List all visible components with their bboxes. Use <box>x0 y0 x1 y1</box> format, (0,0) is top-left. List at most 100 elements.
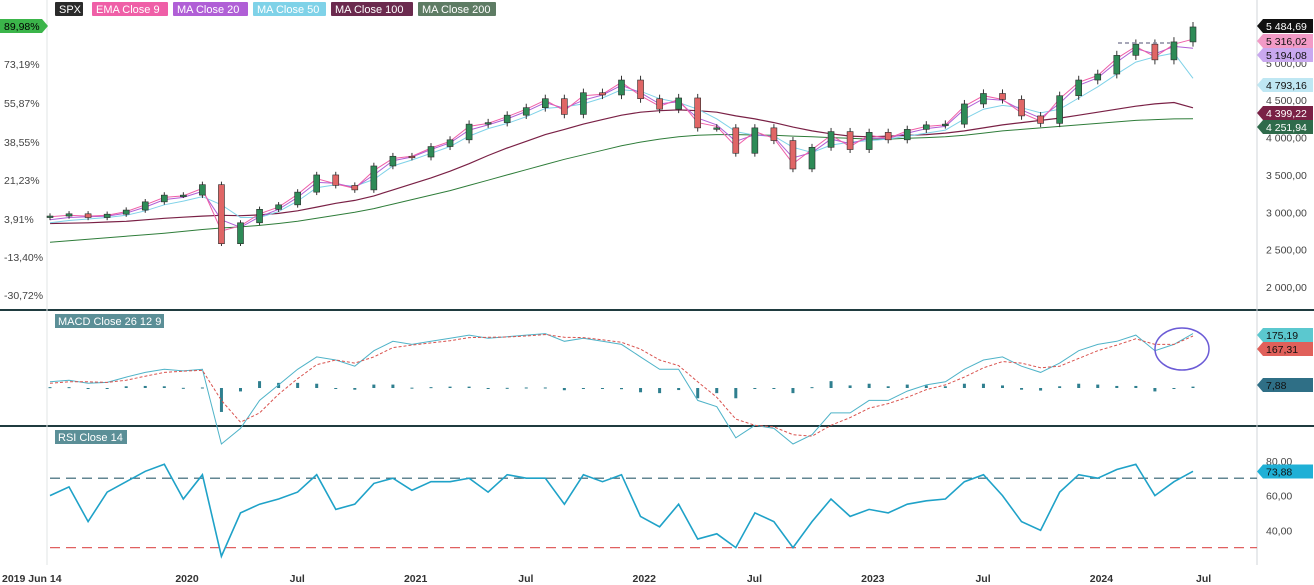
candle-body <box>770 127 778 141</box>
candle <box>256 206 263 226</box>
macd-value-badge <box>1257 342 1313 356</box>
macd-histogram-bar <box>429 387 433 389</box>
macd-histogram-bar <box>696 388 700 399</box>
annotation-circle <box>1154 327 1210 371</box>
candle <box>1113 50 1121 79</box>
candle-body <box>599 92 606 96</box>
legend-label: MA Close 20 <box>177 4 239 16</box>
percent-tick-label: 38,55% <box>4 137 40 149</box>
candle-body <box>980 93 987 105</box>
candle-body <box>65 213 73 217</box>
macd-histogram-bar <box>1058 386 1062 388</box>
macd-histogram-bar <box>962 383 966 388</box>
candle-body <box>675 97 682 110</box>
macd-histogram-bar <box>334 388 338 389</box>
price-value-badge <box>1257 78 1313 92</box>
candle-body <box>1113 55 1121 75</box>
candle-body <box>484 122 492 125</box>
macd-histogram-bar <box>181 387 185 389</box>
candle <box>389 152 397 170</box>
candle <box>199 181 206 199</box>
macd-value-badge-label: 7,88 <box>1266 380 1287 392</box>
candle <box>884 128 892 144</box>
x-axis-label: Jul <box>747 573 762 585</box>
candle-body <box>846 131 854 150</box>
rsi-title: RSI Close 14 <box>58 432 123 444</box>
macd-title-chip <box>55 314 164 328</box>
x-axis-label: 2020 <box>175 573 199 585</box>
macd-histogram-bar <box>219 388 223 412</box>
candle <box>1189 22 1197 47</box>
candle-body <box>199 184 206 196</box>
macd-value-badge-label: 167,31 <box>1266 344 1298 356</box>
candle <box>65 211 73 219</box>
macd-histogram-bar <box>981 383 985 388</box>
candle-body <box>370 165 378 191</box>
macd-histogram-bar <box>524 387 528 389</box>
macd-histogram-bar <box>658 388 662 394</box>
candle-body <box>465 123 473 141</box>
candle-body <box>1018 99 1025 117</box>
percent-tick-label: 73,19% <box>4 59 40 71</box>
price-tick-label: 2 000,00 <box>1266 282 1307 294</box>
price-value-badge-label: 4 251,94 <box>1266 122 1307 134</box>
x-axis-label: Jul <box>518 573 533 585</box>
price-value-badge <box>1257 106 1313 120</box>
candle <box>351 182 359 193</box>
macd-histogram-bar <box>600 388 604 389</box>
macd-histogram-bar <box>1172 388 1176 389</box>
candle-body <box>732 127 740 154</box>
candle <box>942 120 949 129</box>
legend-label: SPX <box>59 4 82 16</box>
candle <box>675 93 682 114</box>
macd-histogram-bar <box>943 386 947 388</box>
price-value-badge-label: 4 793,16 <box>1266 80 1307 92</box>
candle <box>599 88 606 100</box>
candle-body <box>351 185 359 191</box>
candle-body <box>580 92 587 115</box>
legend-label: MA Close 200 <box>422 4 490 16</box>
candle <box>275 202 282 213</box>
candle-body <box>1170 41 1178 61</box>
candle <box>237 220 244 247</box>
candle <box>808 143 816 173</box>
percent-tick-label: 3,91% <box>4 214 34 226</box>
legend-chip <box>253 2 326 16</box>
candle <box>694 93 702 132</box>
candle <box>732 124 740 157</box>
candle <box>1075 75 1082 100</box>
candle <box>751 124 759 157</box>
candle-body <box>637 79 644 100</box>
candle <box>180 192 187 199</box>
candle-body <box>141 201 149 211</box>
candle-body <box>561 98 568 115</box>
candle-body <box>522 107 530 116</box>
legend-item: EMA Close 9 <box>92 2 168 16</box>
candle-body <box>1075 79 1082 97</box>
rsi-title-chip <box>55 430 127 444</box>
legend-item: MA Close 50 <box>253 2 326 16</box>
candle-body <box>218 184 225 245</box>
macd-histogram-bar <box>905 384 909 388</box>
macd-histogram-bar <box>562 388 566 391</box>
macd-histogram-bar <box>543 387 547 389</box>
macd-histogram-bar <box>620 388 623 390</box>
macd-value-badge <box>1257 328 1313 342</box>
candle <box>903 125 911 144</box>
candle-body <box>161 194 168 203</box>
candle-body <box>865 132 873 150</box>
macd-histogram-bar <box>200 387 204 389</box>
macd-histogram-bar <box>1191 386 1195 388</box>
macd-histogram-bar <box>924 385 928 388</box>
price-tick-label: 3 500,00 <box>1266 170 1307 182</box>
rsi-tick-label: 40,00 <box>1266 525 1292 537</box>
candle <box>713 124 721 132</box>
candle <box>770 124 778 145</box>
macd-histogram-bar <box>791 388 795 394</box>
x-axis-label: 2019 Jun 14 <box>2 573 62 585</box>
macd-histogram-bar <box>867 383 871 388</box>
macd-histogram-bar <box>372 384 376 388</box>
macd-histogram-bar <box>886 386 890 388</box>
